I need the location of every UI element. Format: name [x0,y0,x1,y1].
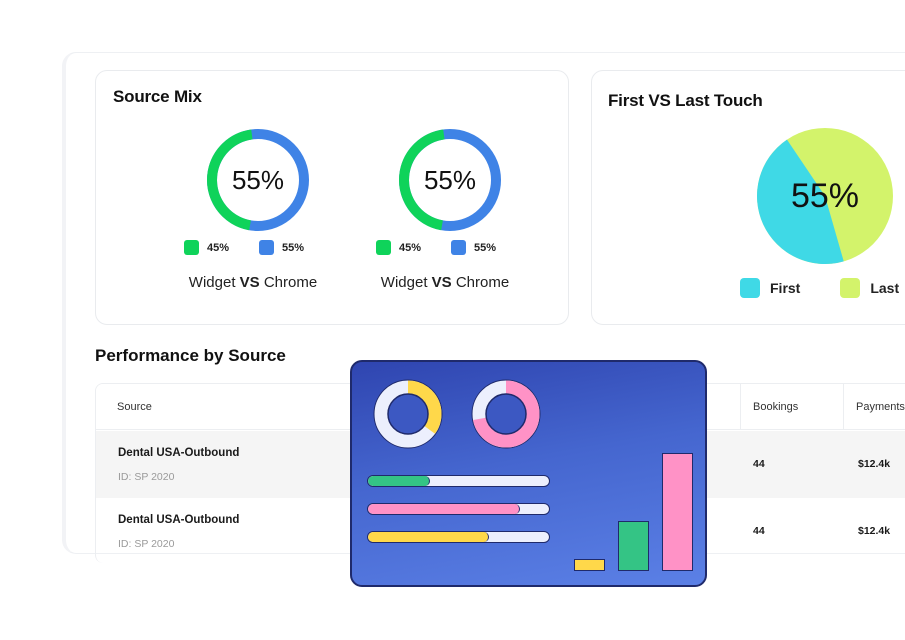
donut-chart-widget-vs-chrome-1: 55% 45% 55% Widget VS Chrome [168,128,338,308]
table-row[interactable]: Dental USA-Outbound ID: SP 2020 44 $12.4… [96,498,905,563]
donut-center-value: 55% [231,164,285,195]
illustration-progress-bar-pink [367,503,550,515]
illustration-column-yellow [574,559,605,571]
column-header-source[interactable]: Source [117,401,152,413]
legend-swatch-green [376,240,391,255]
first-vs-last-title: First VS Last Touch [608,91,763,110]
legend-item-last: Last [840,278,899,298]
donut-caption: Widget VS Chrome [168,274,338,291]
source-mix-card: Source Mix 55% 45% 55% Widget VS Chrome [95,70,569,325]
legend-item-chrome: 55% [451,240,496,255]
legend-swatch-blue [451,240,467,255]
legend-swatch-blue [259,240,275,255]
donut-caption: Widget VS Chrome [360,274,530,291]
donut-ring: 55% [398,128,502,232]
payments-value: $12.4k [858,458,891,470]
legend-label: First [770,280,801,296]
illustration-donut-pink-icon [470,378,542,450]
illustration-column-pink [662,453,693,571]
caption-vs: VS [431,274,452,291]
donut-legend: 45% 55% [376,240,526,255]
caption-right: Chrome [455,274,510,291]
legend-swatch-green [184,240,199,255]
performance-title: Performance by Source [95,346,286,365]
illustration-progress-bar-green [367,475,550,487]
column-header-payments[interactable]: Payments [843,384,905,430]
legend-value: 45% [399,241,422,254]
pie-legend: First Last [740,278,905,298]
legend-value: 55% [474,241,497,254]
caption-vs: VS [239,274,260,291]
payments-value: $12.4k [858,525,891,537]
analytics-illustration [350,360,707,587]
legend-item-chrome: 55% [259,240,304,255]
donut-ring: 55% [206,128,310,232]
illustration-column-green [618,521,649,571]
pie-center-value: 55% [790,176,860,215]
caption-left: Widget [380,274,428,291]
legend-swatch-lime [840,278,861,298]
source-name: Dental USA-Outbound [118,447,240,459]
illustration-donut-yellow-icon [372,378,444,450]
source-id: ID: SP 2020 [118,538,175,550]
source-mix-title: Source Mix [113,87,202,106]
legend-item-first: First [740,278,800,298]
caption-right: Chrome [263,274,318,291]
column-header-bookings[interactable]: Bookings [740,384,798,430]
first-vs-last-touch-card: First VS Last Touch 55% First Last [591,70,905,325]
bookings-value: 44 [753,525,765,537]
donut-legend: 45% 55% [184,240,334,255]
legend-swatch-cyan [740,278,760,298]
bookings-value: 44 [753,458,765,470]
legend-item-widget: 45% [184,240,229,255]
legend-label: Last [870,280,900,296]
illustration-progress-bar-yellow [367,531,550,543]
caption-left: Widget [188,274,236,291]
source-id: ID: SP 2020 [118,471,175,483]
legend-item-widget: 45% [376,240,421,255]
legend-value: 55% [282,241,305,254]
donut-center-value: 55% [423,164,477,195]
pie-chart-first-vs-last: 55% [757,128,893,264]
source-name: Dental USA-Outbound [118,514,240,526]
donut-chart-widget-vs-chrome-2: 55% 45% 55% Widget VS Chrome [360,128,530,308]
legend-value: 45% [207,241,230,254]
